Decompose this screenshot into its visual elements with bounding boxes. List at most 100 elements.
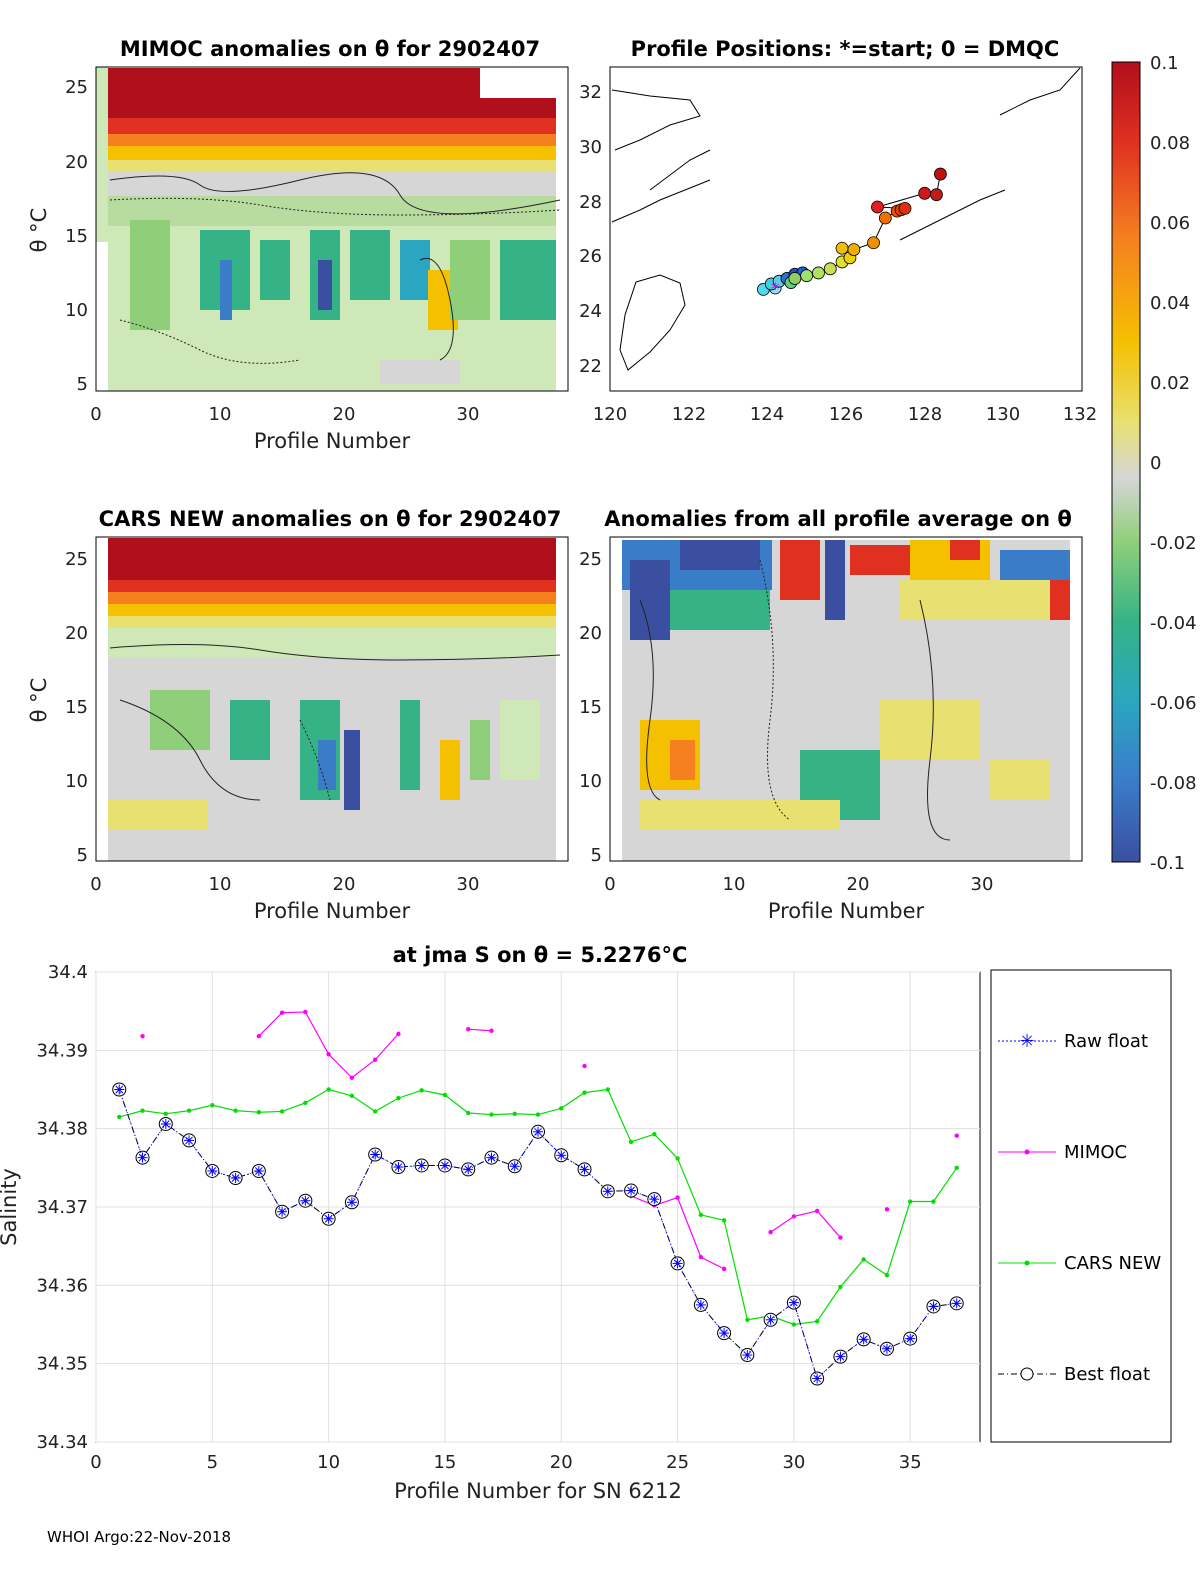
salinity-xtick: 35 [899, 1452, 922, 1473]
raw-float-point [835, 1351, 846, 1362]
cars-new-point [861, 1257, 866, 1262]
cars-new-point [814, 1319, 820, 1324]
colorbar-tick: 0.06 [1150, 213, 1190, 234]
salinity-ytick: 34.34 [36, 1432, 88, 1453]
mimoc-panel: MIMOC anomalies on θ for 2902407 [27, 37, 569, 453]
mimoc-point [768, 1229, 773, 1235]
mimoc-line [770, 1210, 841, 1238]
profile-position-marker [918, 186, 932, 200]
mimoc-ytick: 20 [65, 152, 88, 173]
positions-xtick: 124 [750, 404, 784, 425]
salinity-xtick: 10 [317, 1452, 340, 1473]
cars-ytick: 20 [65, 623, 88, 644]
mimoc-xtick: 0 [90, 404, 101, 425]
salinity-xtick: 0 [90, 1452, 101, 1473]
raw-float-point [533, 1126, 543, 1137]
mimoc-ylabel: θ °C [27, 208, 51, 253]
profile-position-marker [898, 202, 912, 215]
cars-xtick: 20 [333, 874, 356, 895]
cars-new-point [931, 1199, 936, 1204]
salinity-xlabel: Profile Number for SN 6212 [394, 1479, 682, 1503]
salinity-xticks: 0 5 10 15 20 25 30 35 [90, 1452, 921, 1473]
cars-xlabel: Profile Number [254, 899, 411, 923]
positions-xtick: 122 [672, 404, 706, 425]
salinity-xtick: 15 [433, 1452, 456, 1473]
legend-entry-mimoc: MIMOC [998, 1142, 1127, 1163]
raw-float-point [137, 1152, 148, 1163]
cars-ytick: 15 [65, 697, 88, 718]
raw-float-point [579, 1164, 590, 1175]
positions-xtick: 126 [829, 404, 863, 425]
mimoc-point [326, 1052, 331, 1057]
allavg-ytick: 10 [579, 771, 602, 792]
cars-new-point [954, 1165, 959, 1171]
raw-float-point [486, 1152, 497, 1163]
salinity-ytick: 34.37 [36, 1197, 88, 1218]
mimoc-point [698, 1254, 704, 1260]
profile-position-marker [823, 262, 837, 276]
allavg-xtick: 0 [604, 874, 615, 895]
raw-float-point [160, 1118, 171, 1129]
cars-new-point [675, 1156, 680, 1161]
mimoc-xlabel: Profile Number [254, 429, 411, 453]
positions-xticks: 120 122 124 126 128 130 132 [593, 404, 1097, 425]
cars-new-point [140, 1108, 145, 1113]
raw-float-point [207, 1165, 218, 1176]
profile-position-marker [847, 243, 861, 256]
mimoc-line [468, 1028, 492, 1032]
mimoc-xtick: 20 [333, 404, 356, 425]
allavg-xlabel: Profile Number [768, 899, 925, 923]
profile-track: * [757, 167, 947, 298]
colorbar-tick: 0.04 [1150, 293, 1190, 314]
cars-heatmap [108, 538, 561, 861]
colorbar-tick: 0 [1150, 453, 1161, 474]
mimoc-point [396, 1031, 401, 1037]
cars-new-point [698, 1212, 704, 1218]
salinity-xtick: 5 [207, 1452, 218, 1473]
cars-new-point [489, 1112, 494, 1117]
cars-new-point [256, 1110, 262, 1115]
mimoc-point [884, 1207, 890, 1212]
positions-ytick: 22 [579, 356, 602, 377]
mimoc-point [349, 1075, 355, 1080]
legend-entry-best: Best float [998, 1364, 1150, 1385]
mimoc-ytick: 10 [65, 300, 88, 321]
raw-float-point [602, 1186, 613, 1197]
profile-position-marker [930, 188, 943, 202]
raw-float-point [416, 1160, 427, 1171]
cars-new-point [279, 1109, 285, 1114]
cars-ylabel: θ °C [27, 678, 51, 723]
cars-new-point [559, 1106, 564, 1111]
cars-ytick: 25 [65, 549, 88, 570]
cars-new-point [791, 1322, 797, 1327]
cars-new-point [186, 1108, 192, 1113]
footer-credit: WHOI Argo:22-Nov-2018 [47, 1528, 231, 1546]
cars-new-point [535, 1112, 541, 1117]
allavg-ytick: 20 [579, 623, 602, 644]
profile-position-marker [934, 167, 947, 181]
mimoc-title: MIMOC anomalies on θ for 2902407 [120, 37, 540, 61]
mimoc-ytick: 15 [65, 226, 88, 247]
allavg-xtick: 20 [847, 874, 870, 895]
cars-new-point [442, 1092, 448, 1098]
raw-float-point [439, 1160, 450, 1171]
legend-entry-cars: CARS NEW [998, 1253, 1161, 1274]
mimoc-xticks: 0 10 20 30 [90, 404, 479, 425]
colorbar-tick: -0.1 [1150, 853, 1185, 874]
legend-label: Raw float [1064, 1031, 1148, 1052]
mimoc-yticks: 25 20 15 10 5 [65, 77, 88, 395]
allavg-xtick: 10 [723, 874, 746, 895]
mimoc-ytick: 25 [65, 77, 88, 98]
positions-ytick: 26 [579, 246, 602, 267]
cars-xtick: 0 [90, 874, 101, 895]
raw-float-point [742, 1350, 753, 1361]
cars-new-point [303, 1100, 308, 1106]
mimoc-xtick: 10 [209, 404, 232, 425]
raw-float-point [114, 1084, 125, 1095]
allavg-ytick: 25 [579, 549, 602, 570]
positions-title: Profile Positions: *=start; 0 = DMQC [631, 37, 1060, 61]
cars-xticks: 0 10 20 30 [90, 874, 479, 895]
cars-new-point [349, 1093, 355, 1098]
legend-label: CARS NEW [1064, 1253, 1161, 1274]
